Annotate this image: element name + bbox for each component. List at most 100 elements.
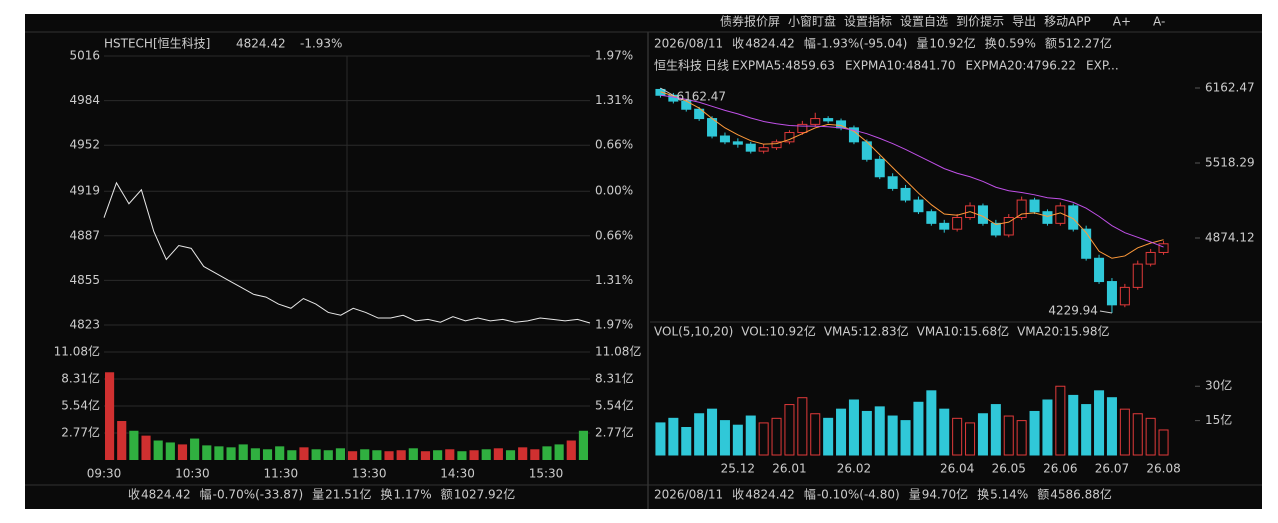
field-value: 1027.92亿 [454, 487, 516, 502]
volume-bar [493, 448, 503, 460]
y-tick-label: 5016 [69, 49, 100, 63]
candle-body [1132, 263, 1143, 288]
vol-legend: VOL(5,10,20) [654, 325, 733, 339]
field-value: -1.93%(-95.04) [817, 37, 908, 51]
time-label: 13:30 [352, 467, 387, 481]
field-value: 21.51亿 [325, 487, 371, 502]
volume-bar [681, 426, 692, 456]
date-label: 26.07 [1095, 462, 1129, 476]
candle-body [977, 205, 988, 224]
volume-bar [238, 444, 248, 460]
volume-bar [952, 417, 963, 456]
volume-bar [505, 450, 516, 460]
candle-body [1106, 281, 1117, 306]
vol-legend: VMA10:15.68亿 [917, 324, 1009, 339]
field-value: 1.17% [394, 488, 432, 502]
volume-bar [1158, 429, 1169, 456]
volume-bar [469, 450, 479, 460]
price-line [103, 181, 591, 324]
volume-bar [177, 444, 188, 460]
toolbar-item[interactable]: 债券报价屏 [720, 14, 780, 29]
volume-bar [836, 408, 847, 456]
toolbar-item[interactable]: 到价提示 [956, 14, 1004, 29]
vol-tick-label-right: 2.77亿 [595, 425, 634, 440]
volume-bar [694, 413, 705, 456]
indicator-name: EXPMA5: [732, 59, 785, 73]
volume-bar [190, 438, 200, 460]
volume-bar [396, 450, 406, 460]
field-value: 2026/08/11 [654, 488, 723, 502]
field-value: 94.70亿 [922, 487, 968, 502]
toolbar-item[interactable]: 移动APP [1044, 15, 1091, 29]
volume-bar [771, 417, 782, 456]
date-label: 26.08 [1146, 462, 1180, 476]
pct-label: 0.00% [595, 184, 633, 198]
candle-body [719, 135, 730, 143]
vol-tick-label-right: 11.08亿 [595, 344, 641, 359]
volume-bar [226, 447, 236, 460]
volume-bar [848, 399, 859, 456]
candle-body [887, 176, 898, 189]
field-value: 4824.42 [745, 37, 795, 51]
candle-body [810, 118, 821, 125]
toolbar-item[interactable]: 设置自选 [900, 15, 948, 29]
field-label: 换 [381, 488, 393, 502]
volume-bar [433, 450, 443, 460]
field-label: 额 [1037, 488, 1049, 502]
volume-bar [926, 390, 937, 456]
volume-bar [939, 408, 950, 456]
pct-label: 0.66% [595, 228, 633, 242]
field-label: 收 [128, 488, 140, 502]
candle-body [900, 187, 911, 201]
volume-bar [153, 440, 163, 460]
volume-bar [1068, 394, 1079, 456]
vol-tick-label: 15亿 [1205, 412, 1232, 427]
volume-bar [129, 430, 139, 460]
field-value: 4586.88亿 [1050, 487, 1112, 502]
y-tick-label: 4855 [69, 273, 100, 287]
indicator-name: EXPMA10: [845, 59, 906, 73]
volume-bar [965, 422, 976, 456]
volume-bar [481, 449, 491, 460]
title: HSTECH[恒生科技] [104, 37, 210, 51]
volume-bar [299, 447, 309, 460]
field-value: -0.70%(-33.87) [213, 488, 304, 502]
candle-body [1094, 257, 1105, 283]
volume-bar [977, 413, 988, 456]
vol-tick-label: 2.77亿 [61, 425, 100, 440]
legend-name: 日线 [705, 59, 729, 73]
volume-bar [900, 420, 911, 456]
field-label: 量 [916, 37, 928, 51]
toolbar-item[interactable]: 导出 [1012, 15, 1036, 29]
volume-bar [141, 435, 151, 460]
indicator-name: EXP... [1086, 59, 1119, 73]
toolbar-item[interactable]: 小窗盯盘 [788, 14, 836, 29]
candle-body [732, 141, 743, 145]
volume-bar [1132, 413, 1143, 456]
vol-tick-label: 8.31亿 [61, 371, 100, 386]
candle-body [797, 123, 808, 134]
field-label: 收 [732, 37, 744, 51]
volume-bar [1094, 390, 1105, 456]
vol-legend: VMA20:15.98亿 [1017, 324, 1109, 339]
time-label: 14:30 [440, 467, 475, 481]
field-value: -0.10%(-4.80) [817, 488, 900, 502]
field-value: 4824.42 [141, 488, 191, 502]
date-label: 25.12 [721, 462, 755, 476]
indicator-value: 4841.70 [906, 59, 956, 73]
volume-bar [1119, 408, 1130, 456]
pct-label: 1.31% [595, 93, 633, 107]
toolbar-item[interactable]: A+ [1113, 15, 1131, 29]
volume-bar [1003, 415, 1014, 456]
candle-body [1119, 286, 1130, 306]
legend-name: 恒生科技 [654, 59, 702, 73]
pct-label: 1.97% [595, 49, 633, 63]
candle-body [939, 222, 950, 230]
volume-bar [719, 420, 730, 456]
volume-bar [445, 449, 455, 460]
candle-body [1016, 199, 1027, 219]
toolbar-item[interactable]: A- [1153, 15, 1165, 29]
toolbar-item[interactable]: 设置指标 [844, 14, 892, 29]
candle-body [1042, 211, 1053, 224]
